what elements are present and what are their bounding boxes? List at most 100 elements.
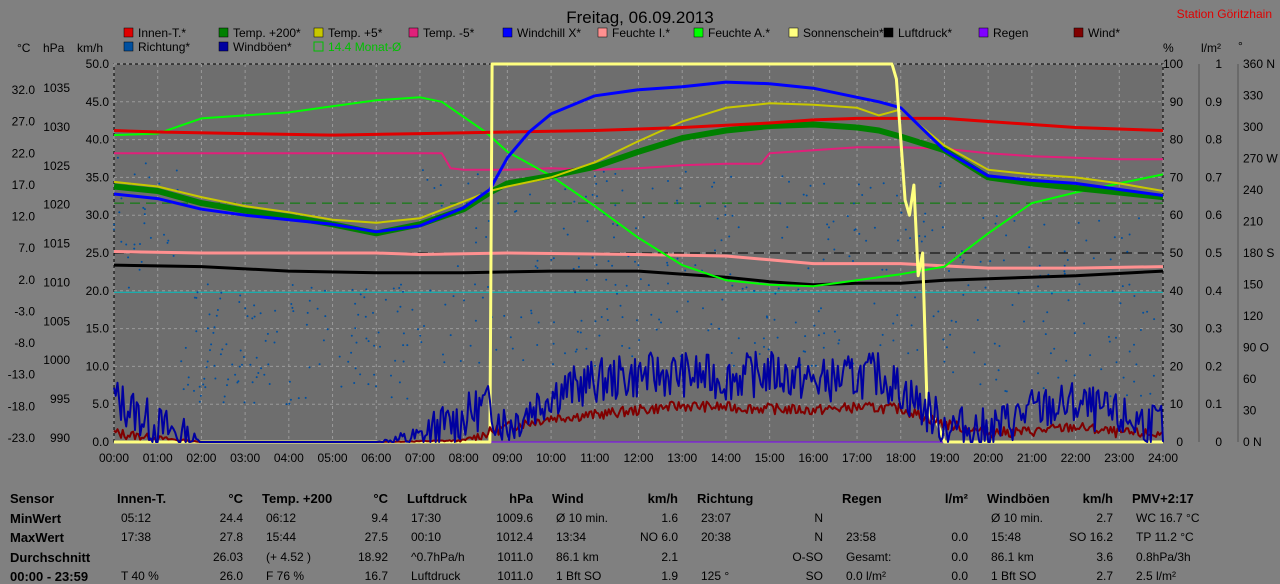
tick-pct: 20 [1170, 359, 1184, 373]
direction-point [786, 226, 789, 229]
summary-cell-label: Ø 10 min. [991, 511, 1044, 525]
tick-hpa: 1020 [43, 198, 70, 212]
direction-point [253, 315, 256, 318]
direction-point [529, 193, 531, 196]
summary-cell-value: 1012.4 [496, 530, 533, 544]
tick-pct: 30 [1170, 322, 1184, 336]
tick-deg: 180 S [1243, 246, 1274, 260]
direction-point [203, 377, 206, 380]
direction-point [979, 260, 982, 263]
direction-point [1133, 343, 1135, 346]
tick-pct: 40 [1170, 284, 1184, 298]
direction-point [658, 318, 661, 321]
direction-point [591, 193, 594, 196]
direction-point [730, 175, 733, 178]
direction-point [267, 363, 270, 366]
direction-point [198, 400, 201, 403]
row-label-max: MaxWert [10, 530, 64, 545]
direction-point [577, 257, 580, 260]
direction-point [417, 328, 419, 331]
tick-temp: 2.0 [18, 273, 35, 287]
direction-point [243, 401, 246, 404]
tick-rain: 0 [1215, 435, 1222, 449]
direction-point [730, 352, 733, 354]
direction-point [394, 359, 397, 362]
direction-point [316, 307, 319, 310]
direction-point [745, 286, 748, 289]
legend-label: Feuchte I.* [612, 26, 670, 40]
direction-point [1063, 264, 1066, 267]
direction-point [234, 373, 237, 376]
direction-point [322, 339, 325, 342]
summary-panel-unit: km/h [647, 491, 678, 506]
direction-point [474, 319, 477, 322]
summary-panel: PMV+2:17 WC 16.7 °C TP 11.2 °C 0.8hPa/3h 2.5… [1122, 483, 1280, 583]
direction-point [288, 402, 291, 405]
direction-point [297, 397, 300, 400]
direction-point [290, 303, 293, 305]
direction-point [215, 314, 218, 317]
tick-time: 07:00 [405, 451, 435, 465]
direction-point [163, 233, 165, 236]
direction-point [1092, 257, 1095, 260]
direction-point [384, 298, 387, 301]
direction-point [238, 365, 241, 368]
direction-point [220, 291, 223, 294]
direction-point [143, 222, 146, 225]
direction-point [1108, 340, 1111, 343]
legend-swatch [218, 27, 229, 38]
direction-point [962, 293, 965, 296]
direction-point [326, 328, 329, 331]
direction-point [776, 336, 779, 339]
direction-point [537, 321, 540, 324]
direction-point [1077, 221, 1080, 224]
direction-point [125, 243, 128, 246]
direction-point [419, 334, 422, 337]
direction-point [120, 240, 123, 243]
direction-point [900, 211, 903, 214]
summary-cell-value: O-SO [792, 550, 823, 564]
legend-label: 14.4 Monat-Ø [328, 40, 401, 54]
direction-point [724, 205, 727, 208]
tick-hpa: 990 [50, 431, 70, 445]
legend-label: Feuchte A.* [708, 26, 770, 40]
direction-point [1065, 359, 1068, 362]
direction-point [794, 321, 797, 324]
summary-panel-title: Innen-T. [117, 491, 167, 506]
direction-point [602, 170, 605, 173]
direction-point [910, 324, 913, 327]
direction-point [439, 184, 442, 187]
direction-point [942, 338, 945, 341]
legend-label: Windböen* [233, 40, 292, 54]
direction-point [918, 235, 921, 237]
direction-point [605, 278, 608, 281]
tick-temp: -23.0 [8, 431, 36, 445]
direction-point [1126, 394, 1128, 397]
summary-cell-value: 2.1 [661, 550, 678, 564]
direction-point [594, 320, 597, 323]
direction-point [1063, 270, 1066, 273]
summary-cell-label: 17:38 [121, 530, 152, 544]
chart-title: Freitag, 06.09.2013 [566, 8, 713, 27]
direction-point [553, 321, 555, 324]
direction-point [979, 383, 982, 386]
direction-point [774, 292, 777, 295]
direction-point [223, 395, 226, 398]
direction-point [676, 202, 679, 205]
direction-point [180, 360, 183, 363]
direction-point [291, 284, 294, 286]
direction-point [562, 227, 565, 230]
direction-point [202, 383, 205, 386]
direction-point [375, 385, 377, 388]
direction-point [586, 220, 589, 223]
direction-point [781, 236, 784, 239]
direction-point [1152, 374, 1155, 377]
direction-point [355, 341, 358, 344]
direction-point [1128, 233, 1131, 236]
summary-cell-label: 86.1 km [556, 550, 599, 564]
direction-point [797, 288, 800, 291]
tick-pct: 100 [1163, 57, 1183, 71]
summary-cell-value: 1.9 [661, 569, 678, 583]
direction-point [937, 310, 940, 313]
summary-panel-unit: l/m² [944, 491, 968, 506]
